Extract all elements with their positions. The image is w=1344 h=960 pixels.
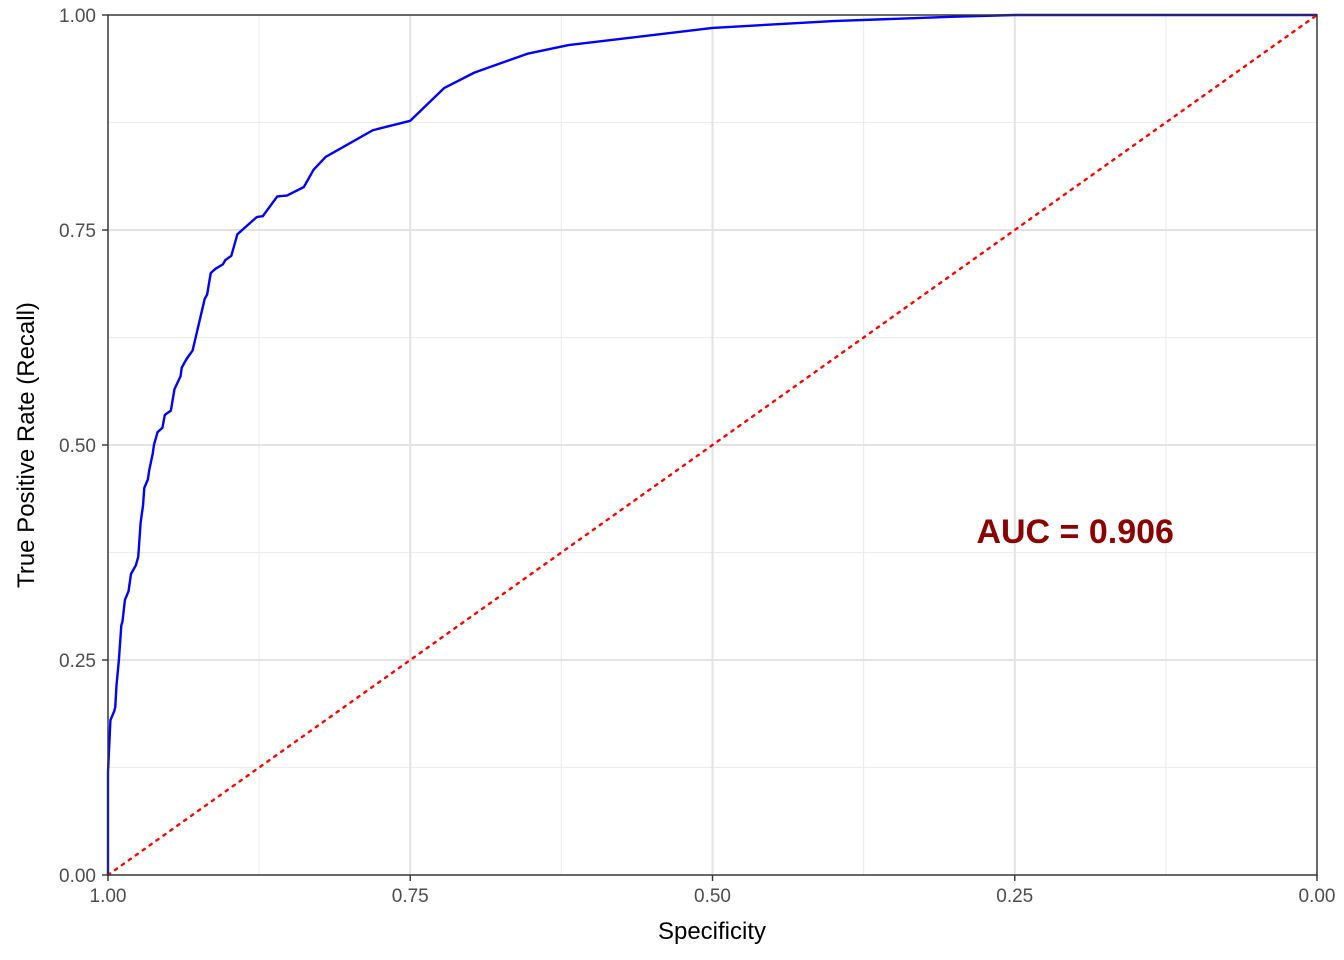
- x-axis-title: Specificity: [658, 918, 766, 945]
- auc-annotation: AUC = 0.906: [976, 513, 1174, 551]
- y-tick-label: 0.75: [59, 221, 96, 242]
- x-tick-label: 1.00: [90, 886, 127, 907]
- series-layer: [106, 13, 1319, 877]
- y-axis-title: True Positive Rate (Recall): [13, 302, 40, 588]
- roc-curve-line: [106, 13, 1317, 875]
- y-tick-label: 0.25: [59, 651, 96, 672]
- y-tick-label: 0.50: [59, 436, 96, 457]
- annotation-layer: AUC = 0.906: [976, 513, 1174, 551]
- y-axis: 0.00 0.25 0.50 0.75 1.00: [59, 6, 108, 887]
- x-tick-label: 0.50: [694, 886, 731, 907]
- y-tick-label: 1.00: [59, 6, 96, 27]
- x-axis: 1.00 0.75 0.50 0.25 0.00: [90, 875, 1336, 907]
- x-tick-label: 0.25: [996, 886, 1033, 907]
- y-tick-label: 0.00: [59, 866, 96, 887]
- reference-diagonal-line: [106, 13, 1319, 877]
- x-tick-label: 0.00: [1299, 886, 1336, 907]
- plot-area: [106, 13, 1319, 877]
- x-tick-label: 0.75: [392, 886, 429, 907]
